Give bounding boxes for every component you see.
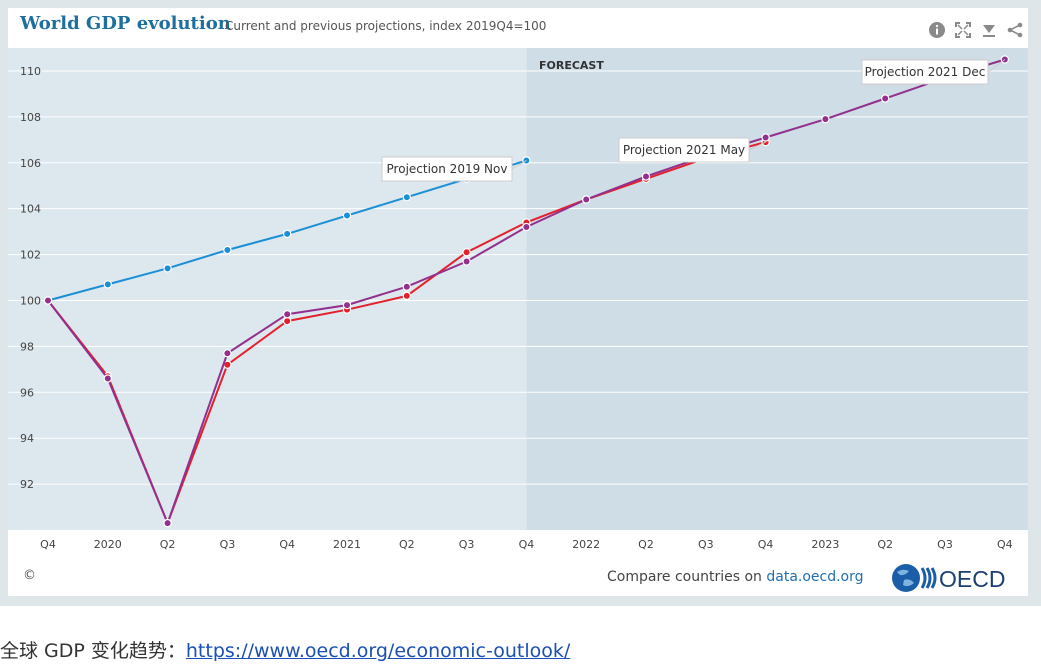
data-point [223, 245, 232, 255]
data-point [342, 211, 352, 220]
caption-text: 全球 GDP 变化趋势： [0, 640, 186, 662]
x-tick-label: 2023 [811, 538, 839, 551]
oecd-logo-text: OECD [939, 566, 1005, 592]
callout-box [381, 156, 513, 182]
x-tick-label: Q4 [997, 538, 1013, 551]
data-point [761, 133, 770, 142]
data-point [582, 195, 591, 204]
series-layer [43, 55, 1010, 528]
data-point [522, 156, 531, 165]
x-tick-label: 2022 [572, 538, 600, 551]
y-tick-label: 108 [20, 111, 41, 124]
copyright-symbol: © [23, 568, 36, 583]
chart-title: World GDP evolution [20, 13, 231, 34]
data-point [342, 300, 352, 310]
x-tick-label: Q4 [758, 538, 774, 551]
data-point [163, 518, 172, 528]
x-tick-label: 2020 [94, 538, 122, 551]
series-callouts: Projection 2019 Nov Projection 2021 May Pr… [381, 59, 1006, 182]
y-tick-label: 92 [20, 478, 34, 491]
y-tick-label: 100 [20, 294, 41, 307]
compare-countries-text: Compare countries on data.oecd.org [607, 569, 864, 585]
callout-pointer [987, 59, 1006, 73]
y-tick-label: 104 [20, 203, 41, 216]
grid-layer [8, 70, 1028, 485]
data-point [223, 349, 232, 358]
x-tick-label: Q3 [937, 538, 953, 551]
data-point [881, 94, 890, 103]
data-point [462, 248, 471, 257]
info-icon[interactable] [928, 21, 946, 39]
caption-line: 全球 GDP 变化趋势：https://www.oecd.org/economi… [0, 636, 570, 663]
plot-background-layer [8, 48, 1028, 530]
y-tick-label: 94 [20, 432, 34, 445]
data-point [43, 296, 53, 305]
x-tick-label: Q2 [877, 538, 893, 551]
data-point [1000, 55, 1010, 64]
x-tick-label: Q2 [160, 538, 176, 551]
callout-projection-2021-may: Projection 2021 May [618, 137, 766, 163]
data-oecd-link[interactable]: data.oecd.org [766, 569, 864, 585]
data-point [163, 264, 172, 273]
x-tick-label: Q4 [519, 538, 535, 551]
data-point [103, 374, 113, 383]
x-tick-label: Q3 [459, 538, 475, 551]
callout-projection-2021-dec: Projection 2021 Dec [861, 59, 1006, 85]
callout-pointer [748, 141, 766, 151]
download-icon[interactable] [980, 21, 998, 39]
x-tick-label: 2021 [333, 538, 361, 551]
data-point [402, 291, 411, 301]
y-tick-label: 102 [20, 249, 41, 262]
x-tick-label: Q2 [638, 538, 654, 551]
y-tick-label: 110 [20, 65, 41, 78]
callout-label: Projection 2021 May [623, 143, 745, 157]
compare-prefix: Compare countries on [607, 569, 762, 585]
callout-projection-2019-nov: Projection 2019 Nov [381, 156, 527, 182]
callout-label: Projection 2019 Nov [387, 162, 508, 176]
caption-link[interactable]: https://www.oecd.org/economic-outlook/ [185, 640, 571, 662]
y-tick-label: 98 [20, 340, 34, 353]
forecast-region [526, 48, 1028, 530]
plot-area [8, 48, 527, 530]
share-icon[interactable] [1006, 21, 1024, 39]
callout-pointer [511, 160, 527, 170]
x-tick-label: Q3 [220, 538, 236, 551]
callout-label: Projection 2021 Dec [865, 65, 986, 79]
data-point [641, 172, 651, 181]
chart-card: World GDP evolution Current and previous… [0, 0, 1041, 606]
data-point [522, 222, 531, 232]
fullscreen-icon[interactable] [954, 21, 972, 39]
x-axis-ticks: Q4 2020 Q2 Q3 Q4 2021 Q2 Q3 Q4 2022 Q2 Q3 Q4 2023 Q2 Q3… [40, 538, 1012, 551]
y-tick-label: 106 [20, 157, 41, 170]
data-point [283, 229, 292, 239]
data-point [821, 114, 830, 124]
data-point [402, 192, 411, 202]
data-point [283, 316, 292, 326]
callout-box [618, 137, 750, 163]
data-point [103, 280, 113, 289]
chart-subtitle: Current and previous projections, index … [225, 19, 547, 33]
oecd-logo[interactable]: OECD [891, 562, 1015, 594]
data-point [462, 257, 471, 266]
x-tick-label: Q4 [40, 538, 56, 551]
y-tick-label: 96 [20, 386, 34, 399]
chart-toolbar [928, 21, 1024, 39]
chart-header: World GDP evolution Current and previous… [8, 8, 1028, 46]
y-axis-ticks: 92 94 96 98 100 102 104 106 108 110 [20, 65, 41, 491]
data-point [283, 310, 292, 319]
x-tick-label: Q4 [279, 538, 295, 551]
forecast-label: FORECAST [539, 59, 604, 72]
gdp-line-chart: 92 94 96 98 100 102 104 106 108 110 Q4 2020 Q2 Q3 Q4 2… [8, 48, 1028, 551]
x-tick-label: Q2 [399, 538, 415, 551]
series-projection-2021-dec [43, 55, 1010, 528]
data-point [402, 282, 411, 291]
x-tick-label: Q3 [698, 538, 714, 551]
